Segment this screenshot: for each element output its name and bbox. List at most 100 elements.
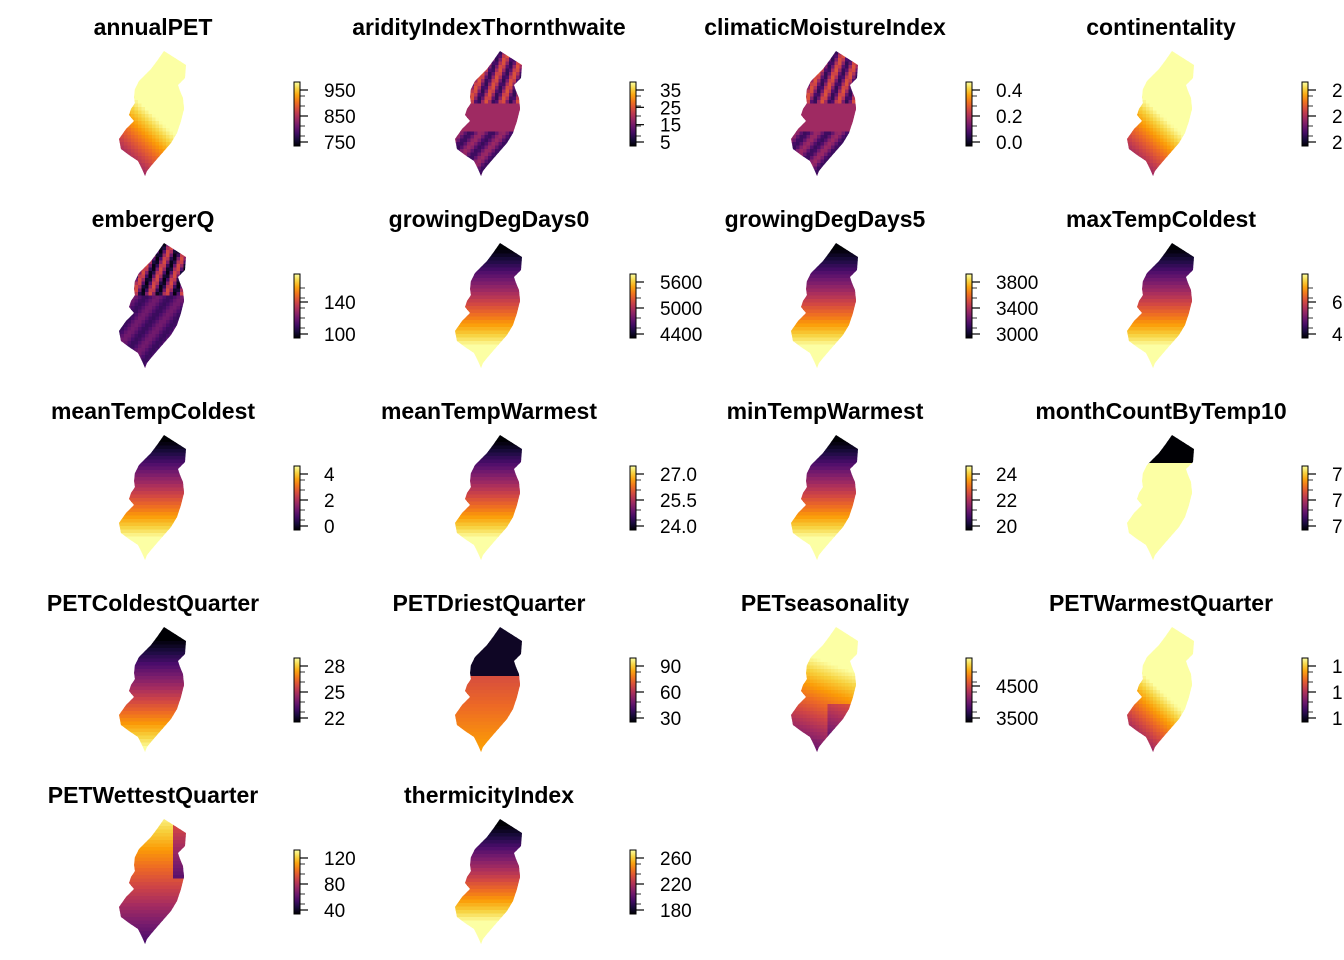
panel-title: growingDegDays0 [389,206,590,232]
legend-tick-label: 1 [1332,657,1343,678]
legend-tick-label: 0.0 [996,133,1022,154]
legend-tick-label: 40 [324,901,345,922]
raster-map [1127,51,1194,176]
legend-tick-label: 140 [324,293,356,314]
raster-map [455,627,522,752]
legend-colorbar [294,466,300,530]
legend-tick-label: 20 [996,517,1017,538]
panel-title: PETWettestQuarter [48,782,259,808]
legend-tick-label: 3000 [996,325,1038,346]
legend-tick-label: 3800 [996,273,1038,294]
legend-colorbar [1302,274,1308,338]
legend-tick-label: 750 [324,133,356,154]
panel-title: maxTempColdest [1066,206,1256,232]
legend-colorbar [294,82,300,146]
legend-tick-label: 60 [660,683,681,704]
raster-map [119,51,186,176]
legend-tick-label: 22 [996,491,1017,512]
legend-tick-label: 7 [1332,491,1343,512]
raster-map [119,627,186,752]
legend-tick-label: 180 [660,901,692,922]
legend-tick-label: 28 [324,657,345,678]
legend-tick-label: 100 [324,325,356,346]
panel-title: PETDriestQuarter [392,590,585,616]
raster-map [455,819,522,944]
panel-title: PETColdestQuarter [47,590,259,616]
raster-map [1127,627,1194,752]
raster-map [455,243,522,368]
legend-tick-label: 4400 [660,325,702,346]
panel-PETDriestQuarter: PETDriestQuarter 90 60 30 [392,590,681,752]
legend-tick-label: 0.2 [996,107,1022,128]
legend-tick-label: 15 [660,116,681,137]
panel-thermicityIndex: thermicityIndex 260 220 180 [404,782,692,944]
panel-growingDegDays0: growingDegDays0 5600 5000 4400 [389,206,702,368]
legend-tick-label: 3400 [996,299,1038,320]
legend-colorbar [966,466,972,530]
panel-title: meanTempWarmest [381,398,597,424]
panel-PETWettestQuarter: PETWettestQuarter 120 80 40 [48,782,356,944]
panel-title: continentality [1086,14,1236,40]
panel-PETWarmestQuarter: PETWarmestQuarter 1 1 1 [1049,590,1343,752]
raster-map [791,51,858,176]
panel-title: PETseasonality [741,590,910,616]
legend-tick-label: 25 [660,98,681,119]
raster-map [119,243,186,368]
panel-title: climaticMoistureIndex [704,14,946,40]
legend-tick-label: 0 [324,517,335,538]
raster-map [1127,243,1194,368]
raster-map [455,51,522,176]
legend-tick-label: 2 [1332,133,1343,154]
legend-tick-label: 3500 [996,709,1038,730]
raster-map [119,435,186,560]
legend-colorbar [1302,466,1308,530]
panel-title: growingDegDays5 [725,206,926,232]
raster-map [455,435,522,560]
panel-meanTempWarmest: meanTempWarmest 27.0 25.5 24.0 [381,398,697,560]
panel-maxTempColdest: maxTempColdest 6 4 [1066,206,1343,368]
legend-tick-label: 90 [660,657,681,678]
panel-climaticMoistureIndex: climaticMoistureIndex 0.4 0.2 0.0 [704,14,1023,176]
legend-tick-label: 22 [324,709,345,730]
panel-title: embergerQ [92,206,215,232]
legend-tick-label: 120 [324,849,356,870]
legend-tick-label: 25.5 [660,491,697,512]
legend-tick-label: 4 [324,465,335,486]
panel-title: aridityIndexThornthwaite [352,14,625,40]
raster-map [1127,435,1194,560]
legend-colorbar [1302,658,1308,722]
panel-title: monthCountByTemp10 [1035,398,1286,424]
legend-tick-label: 850 [324,107,356,128]
legend-tick-label: 7 [1332,517,1343,538]
legend-tick-label: 2 [1332,81,1343,102]
panel-growingDegDays5: growingDegDays5 3800 3400 3000 [725,206,1038,368]
panel-minTempWarmest: minTempWarmest 24 22 20 [727,398,1018,560]
panel-title: annualPET [94,14,213,40]
legend-colorbar [1302,82,1308,146]
legend-colorbar [630,82,636,146]
legend-tick-label: 220 [660,875,692,896]
panel-PETseasonality: PETseasonality 4500 3500 [741,590,1038,752]
raster-map [791,435,858,560]
legend-tick-label: 35 [660,81,681,102]
legend-tick-label: 6 [1332,293,1343,314]
legend-colorbar [630,274,636,338]
legend-colorbar [966,82,972,146]
panel-meanTempColdest: meanTempColdest 4 2 0 [51,398,335,560]
panel-embergerQ: embergerQ 140 100 [92,206,356,368]
legend-colorbar [294,274,300,338]
legend-tick-label: 30 [660,709,681,730]
panel-PETColdestQuarter: PETColdestQuarter 28 25 22 [47,590,345,752]
legend-colorbar [966,274,972,338]
legend-tick-label: 260 [660,849,692,870]
raster-map [791,627,858,752]
legend-tick-label: 24.0 [660,517,697,538]
raster-map [791,243,858,368]
panel-title: PETWarmestQuarter [1049,590,1273,616]
legend-tick-label: 1 [1332,683,1343,704]
panel-continentality: continentality 2 2 2 [1086,14,1343,176]
legend-tick-label: 2 [1332,107,1343,128]
legend-colorbar [294,850,300,914]
